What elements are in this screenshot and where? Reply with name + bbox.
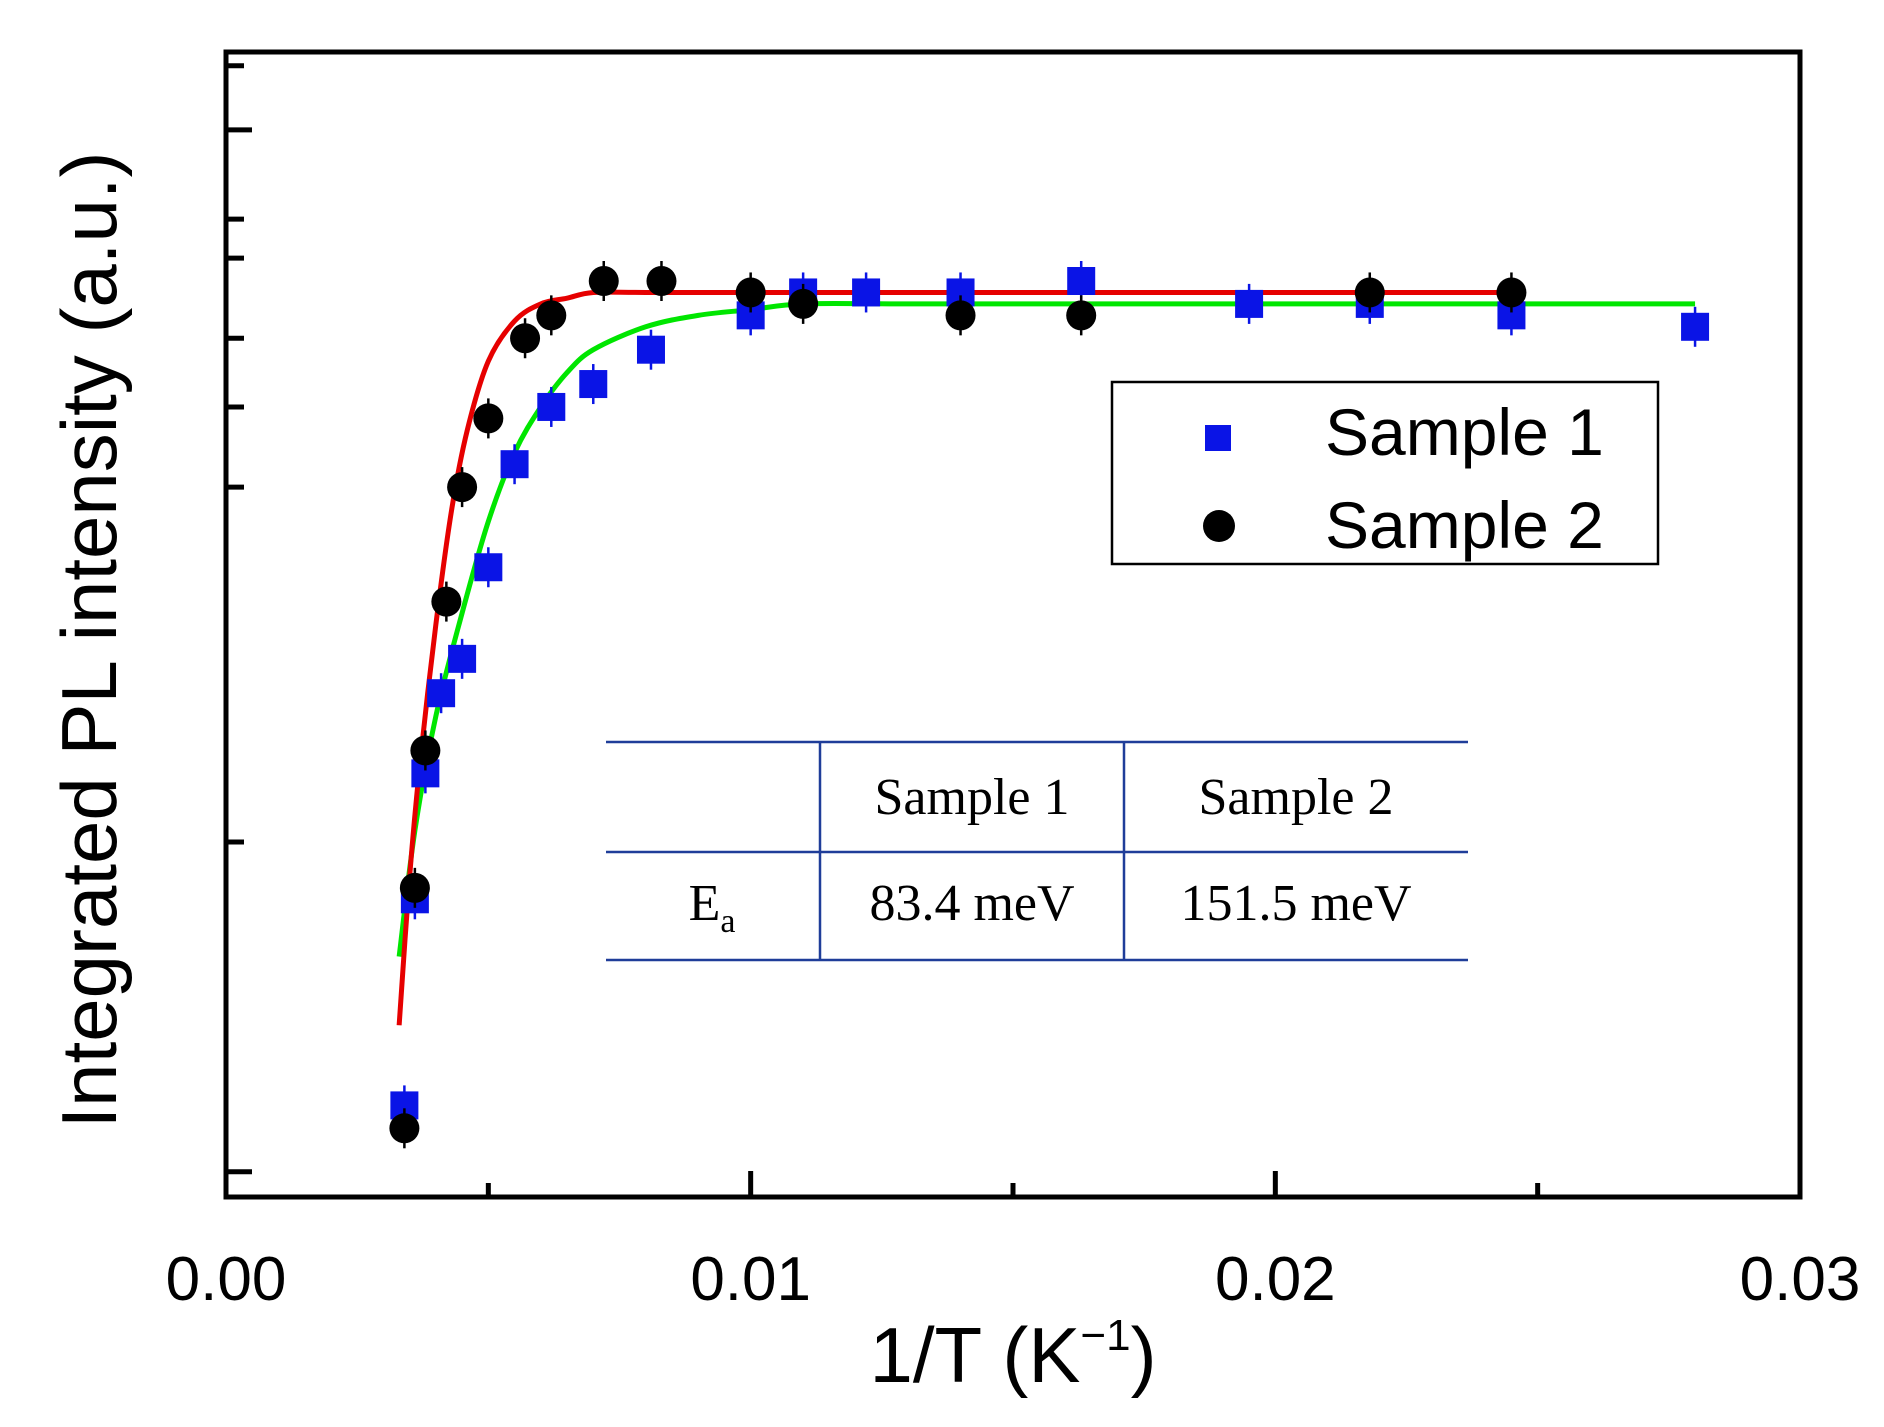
point-sample-2 xyxy=(1496,277,1527,308)
inset-table: Sample 1 Sample 2 Ea 83.4 meV 151.5 meV xyxy=(606,740,1468,962)
x-axis-title-superscript: −1 xyxy=(1080,1311,1130,1360)
point-sample-2 xyxy=(536,300,567,331)
point-sample-1 xyxy=(1235,289,1264,318)
x-tick-label: 0.00 xyxy=(166,1245,287,1314)
axis-ticks: 0.00 0.01 0.02 0.03 xyxy=(166,63,1861,1314)
point-sample-2 xyxy=(473,403,504,434)
point-sample-1 xyxy=(852,278,881,307)
point-sample-1 xyxy=(1681,312,1710,341)
legend-label-sample-1: Sample 1 xyxy=(1325,395,1604,469)
point-sample-1 xyxy=(537,392,566,421)
x-tick-label: 0.03 xyxy=(1740,1245,1861,1314)
plot-frame xyxy=(223,49,1803,1200)
y-axis-title: Integrated PL intensity (a.u.) xyxy=(45,152,133,1129)
inset-header-sample-2: Sample 2 xyxy=(1199,769,1394,826)
point-sample-2 xyxy=(399,872,430,903)
point-sample-1 xyxy=(448,644,477,673)
point-sample-1 xyxy=(579,370,608,399)
point-sample-2 xyxy=(410,735,441,766)
fit-curve-sample-2 xyxy=(396,289,1512,1026)
point-sample-1 xyxy=(500,450,529,479)
point-sample-2 xyxy=(510,323,541,354)
point-sample-2 xyxy=(646,266,677,296)
legend: Sample 1 Sample 2 xyxy=(1110,380,1660,566)
point-sample-1 xyxy=(474,553,503,582)
point-sample-2 xyxy=(1354,277,1385,308)
point-sample-2 xyxy=(1066,300,1097,331)
x-tick-label: 0.02 xyxy=(1215,1245,1336,1314)
inset-row-label-ea: Ea xyxy=(689,875,736,940)
point-sample-2 xyxy=(735,277,766,308)
legend-box xyxy=(1110,380,1660,566)
point-sample-2 xyxy=(945,300,976,331)
point-sample-1 xyxy=(636,335,665,364)
legend-marker-sample-2 xyxy=(1203,510,1235,542)
point-sample-2 xyxy=(788,288,819,319)
inset-row-label-subscript: a xyxy=(720,903,735,940)
point-sample-2 xyxy=(588,266,619,296)
legend-marker-sample-1 xyxy=(1205,425,1231,451)
inset-value-sample-2: 151.5 meV xyxy=(1180,875,1411,932)
point-sample-2 xyxy=(389,1113,420,1144)
point-sample-1 xyxy=(1067,267,1096,295)
x-axis-title: 1/T (K−1) xyxy=(869,1311,1156,1399)
point-sample-2 xyxy=(431,586,462,617)
point-sample-2 xyxy=(447,472,478,503)
inset-header-sample-1: Sample 1 xyxy=(875,769,1070,826)
inset-value-sample-1: 83.4 meV xyxy=(869,875,1074,932)
point-sample-1 xyxy=(427,679,456,708)
data-points xyxy=(389,261,1710,1149)
legend-label-sample-2: Sample 2 xyxy=(1325,488,1604,562)
x-tick-label: 0.01 xyxy=(690,1245,811,1314)
